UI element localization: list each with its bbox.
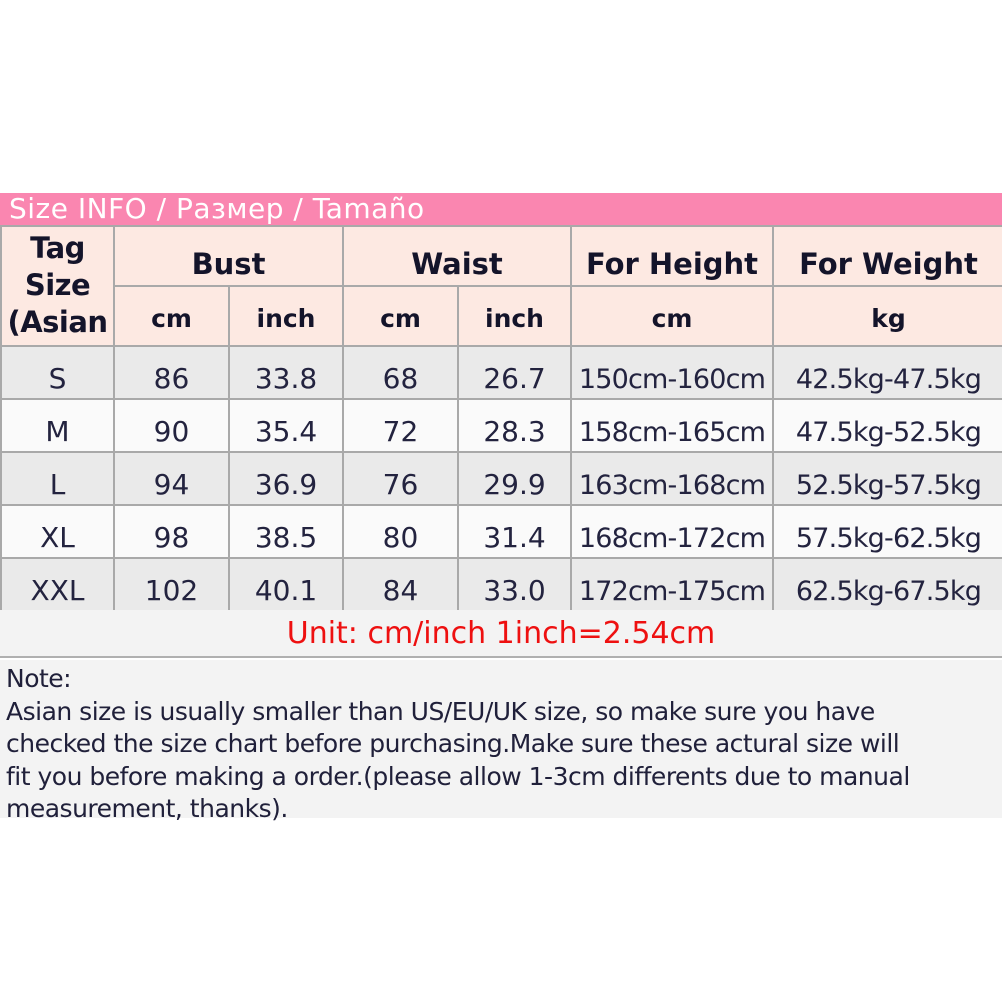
table-row: XXL 102 40.1 84 33.0 172cm-175cm 62.5kg-… [0,557,1002,612]
size-info-title-bar: Size INFO / Размер / Tamaño [0,193,1002,225]
table-row: XL 98 38.5 80 31.4 168cm-172cm 57.5kg-62… [0,504,1002,559]
cell-height-range: 163cm-168cm [570,451,774,506]
for-weight-header: For Weight [772,225,1002,287]
cell-weight-range: 62.5kg-67.5kg [772,557,1002,612]
cell-waist-cm: 68 [342,345,459,400]
cell-tag-size: L [0,451,115,506]
cell-bust-cm: 94 [113,451,230,506]
waist-cm-subheader: cm [342,285,459,347]
size-table: Tag Size (Asian Bust Waist For Height Fo… [0,225,1002,612]
waist-header: Waist [342,225,572,287]
cell-bust-inch: 40.1 [228,557,344,612]
for-height-header: For Height [570,225,774,287]
note-title: Note: [6,664,72,693]
cell-waist-inch: 31.4 [457,504,572,559]
table-row: S 86 33.8 68 26.7 150cm-160cm 42.5kg-47.… [0,345,1002,400]
note-line: Asian size is usually smaller than US/EU… [6,696,875,726]
note-block: Note: Asian size is usually smaller than… [0,660,1002,823]
cell-height-range: 172cm-175cm [570,557,774,612]
cell-tag-size: M [0,398,115,453]
note-line: checked the size chart before purchasing… [6,729,900,758]
cell-waist-inch: 33.0 [457,557,572,612]
bust-cm-subheader: cm [113,285,230,347]
cell-bust-inch: 38.5 [228,504,344,559]
cell-bust-inch: 33.8 [228,345,344,400]
cell-height-range: 158cm-165cm [570,398,774,453]
cell-weight-range: 57.5kg-62.5kg [772,504,1002,559]
cell-waist-cm: 84 [342,557,459,612]
cell-bust-cm: 90 [113,398,230,453]
cell-tag-size: XL [0,504,115,559]
bust-header: Bust [113,225,344,287]
cell-bust-inch: 36.9 [228,451,344,506]
bust-inch-subheader: inch [228,285,344,347]
note-line: measurement, thanks). [6,794,288,823]
table-row: L 94 36.9 76 29.9 163cm-168cm 52.5kg-57.… [0,451,1002,506]
cell-tag-size: XXL [0,557,115,612]
cell-height-range: 168cm-172cm [570,504,774,559]
cell-bust-cm: 98 [113,504,230,559]
note-lines: Asian size is usually smaller than US/EU… [6,696,1002,826]
size-table-body: S 86 33.8 68 26.7 150cm-160cm 42.5kg-47.… [0,345,1002,612]
note-line: fit you before making a order.(please al… [6,761,910,791]
cell-waist-inch: 26.7 [457,345,572,400]
cell-waist-inch: 28.3 [457,398,572,453]
weight-kg-subheader: kg [772,285,1002,347]
tag-size-header: Tag Size (Asian [0,225,115,347]
cell-waist-cm: 72 [342,398,459,453]
cell-bust-cm: 102 [113,557,230,612]
cell-weight-range: 47.5kg-52.5kg [772,398,1002,453]
cell-bust-inch: 35.4 [228,398,344,453]
waist-inch-subheader: inch [457,285,572,347]
height-cm-subheader: cm [570,285,774,347]
cell-bust-cm: 86 [113,345,230,400]
cell-height-range: 150cm-160cm [570,345,774,400]
table-row: M 90 35.4 72 28.3 158cm-165cm 47.5kg-52.… [0,398,1002,453]
cell-waist-cm: 76 [342,451,459,506]
cell-tag-size: S [0,345,115,400]
cell-waist-inch: 29.9 [457,451,572,506]
cell-weight-range: 52.5kg-57.5kg [772,451,1002,506]
size-table-header: Tag Size (Asian Bust Waist For Height Fo… [0,225,1002,347]
cell-weight-range: 42.5kg-47.5kg [772,345,1002,400]
cell-waist-cm: 80 [342,504,459,559]
unit-note: Unit: cm/inch 1inch=2.54cm [0,610,1002,658]
